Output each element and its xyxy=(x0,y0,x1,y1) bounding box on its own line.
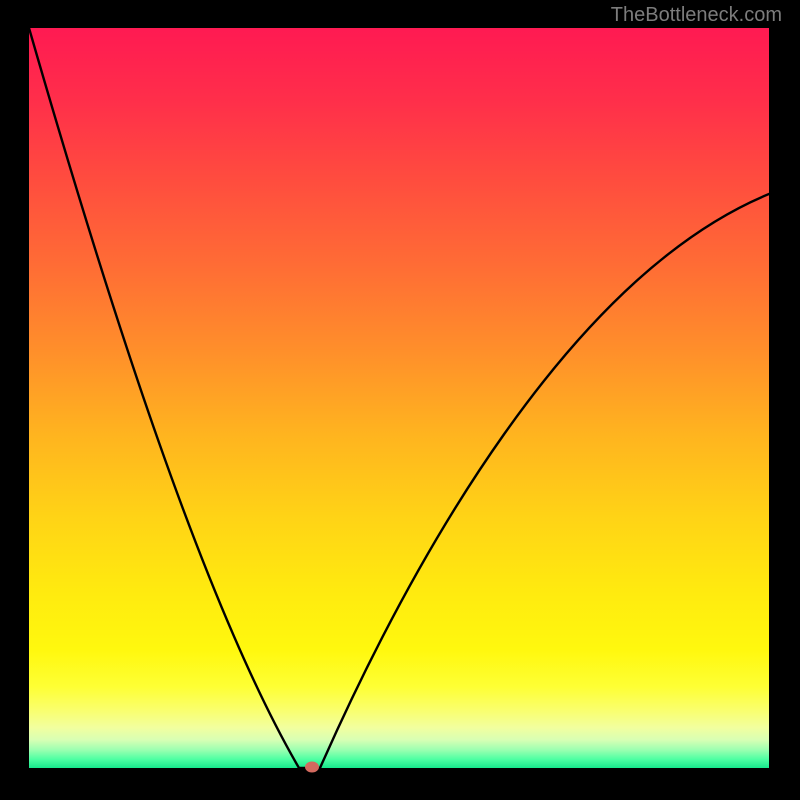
curve-path xyxy=(29,28,769,768)
plot-area xyxy=(29,28,769,768)
bottleneck-curve xyxy=(29,28,769,768)
valley-marker xyxy=(305,762,319,773)
watermark-text: TheBottleneck.com xyxy=(611,4,782,27)
